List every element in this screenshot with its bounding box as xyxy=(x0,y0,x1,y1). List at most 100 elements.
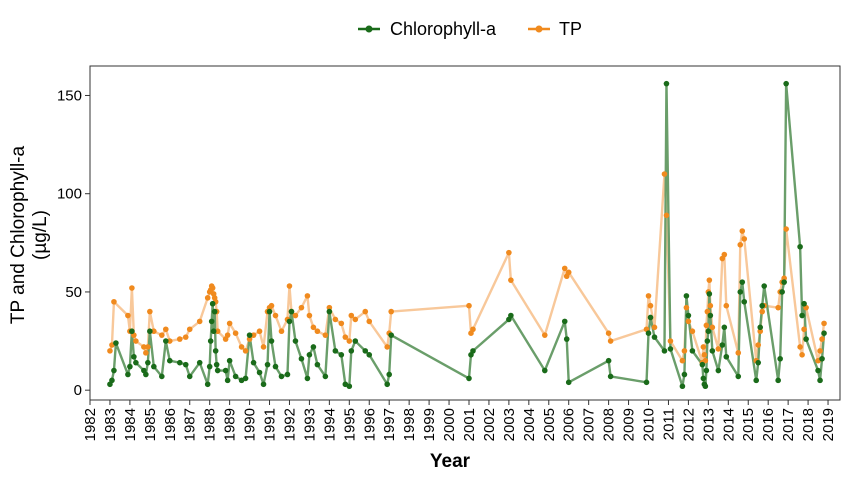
data-point-tp xyxy=(647,302,654,309)
data-point-tp xyxy=(342,334,349,340)
data-point-chlorophyll-a xyxy=(326,308,333,315)
data-point-tp xyxy=(781,275,787,281)
data-point-tp xyxy=(685,318,692,325)
data-point-chlorophyll-a xyxy=(129,328,135,335)
data-point-chlorophyll-a xyxy=(739,279,746,285)
data-point-chlorophyll-a xyxy=(703,367,710,374)
data-point-tp xyxy=(250,332,257,338)
x-tick-label: 2012 xyxy=(680,408,697,441)
x-tick-label: 2000 xyxy=(441,408,458,441)
data-point-tp xyxy=(352,316,359,323)
data-point-tp xyxy=(310,324,317,331)
data-point-chlorophyll-a xyxy=(757,324,764,331)
data-point-chlorophyll-a xyxy=(266,308,273,315)
x-tick-label: 1993 xyxy=(301,408,318,441)
data-point-chlorophyll-a xyxy=(797,243,803,250)
data-point-tp xyxy=(651,324,658,331)
y-tick-label: 50 xyxy=(65,284,82,301)
data-point-chlorophyll-a xyxy=(145,359,151,366)
data-point-tp xyxy=(681,348,688,354)
data-point-tp xyxy=(683,304,690,311)
data-point-chlorophyll-a xyxy=(208,318,215,325)
data-point-chlorophyll-a xyxy=(322,373,329,380)
data-point-tp xyxy=(466,302,472,309)
data-point-tp xyxy=(314,328,321,335)
data-point-chlorophyll-a xyxy=(348,348,355,354)
data-point-tp xyxy=(755,342,762,348)
data-point-tp xyxy=(196,318,203,325)
data-point-chlorophyll-a xyxy=(707,312,714,319)
data-point-tp xyxy=(292,312,299,319)
x-tick-label: 2007 xyxy=(581,408,598,441)
data-point-chlorophyll-a xyxy=(561,318,568,325)
data-point-tp xyxy=(715,346,722,352)
data-point-chlorophyll-a xyxy=(607,373,614,380)
data-point-tp xyxy=(565,269,572,276)
data-point-chlorophyll-a xyxy=(779,289,785,295)
data-point-tp xyxy=(322,332,329,338)
data-point-tp xyxy=(348,312,355,319)
data-point-chlorophyll-a xyxy=(224,377,231,384)
data-point-tp xyxy=(661,171,668,177)
data-point-tp xyxy=(508,277,514,283)
data-point-tp xyxy=(232,330,239,337)
data-point-tp xyxy=(706,277,713,283)
data-point-chlorophyll-a xyxy=(702,383,709,390)
data-point-chlorophyll-a xyxy=(719,342,726,348)
data-point-chlorophyll-a xyxy=(683,293,690,299)
x-tick-label: 2014 xyxy=(720,408,737,441)
data-point-chlorophyll-a xyxy=(151,363,157,370)
data-point-tp xyxy=(272,312,279,319)
data-point-tp xyxy=(151,328,157,335)
data-point-chlorophyll-a xyxy=(272,363,279,370)
data-point-tp xyxy=(159,332,165,338)
data-point-tp xyxy=(143,350,149,356)
series-layer xyxy=(107,80,827,390)
x-tick-label: 1996 xyxy=(361,408,378,441)
x-tick-label: 2002 xyxy=(481,408,498,441)
y-tick-label: 0 xyxy=(74,382,82,399)
data-point-chlorophyll-a xyxy=(753,377,760,384)
data-point-tp xyxy=(775,304,781,311)
data-point-tp xyxy=(741,236,748,242)
data-point-tp xyxy=(663,212,670,219)
x-tick-label: 1992 xyxy=(281,408,298,441)
data-point-tp xyxy=(186,326,193,333)
data-point-chlorophyll-a xyxy=(565,379,572,386)
data-point-tp xyxy=(821,320,827,327)
x-tick-label: 2016 xyxy=(760,408,777,441)
data-point-chlorophyll-a xyxy=(699,361,706,368)
data-point-tp xyxy=(209,285,216,291)
data-point-tp xyxy=(388,308,394,315)
data-point-tp xyxy=(704,308,711,315)
x-tick-label: 1988 xyxy=(202,408,219,441)
data-point-tp xyxy=(605,330,612,337)
data-point-chlorophyll-a xyxy=(250,359,257,366)
x-tick-label: 1997 xyxy=(381,408,398,441)
x-tick-label: 2011 xyxy=(660,408,677,440)
data-point-chlorophyll-a xyxy=(705,328,712,335)
data-point-tp xyxy=(689,328,696,335)
data-point-tp xyxy=(286,283,293,289)
data-point-tp xyxy=(701,352,708,358)
data-point-chlorophyll-a xyxy=(777,355,783,362)
data-point-tp xyxy=(667,338,674,344)
y-axis-title-line1: TP and Chlorophyll-a xyxy=(8,146,29,325)
data-point-chlorophyll-a xyxy=(470,348,476,354)
data-point-chlorophyll-a xyxy=(366,352,373,358)
data-point-chlorophyll-a xyxy=(131,353,137,360)
data-point-tp xyxy=(125,312,131,319)
data-point-tp xyxy=(260,344,267,350)
data-point-chlorophyll-a xyxy=(278,373,285,380)
data-point-chlorophyll-a xyxy=(210,328,217,335)
data-point-tp xyxy=(326,304,333,311)
data-point-chlorophyll-a xyxy=(709,348,716,354)
data-point-chlorophyll-a xyxy=(759,302,766,309)
x-tick-label: 2004 xyxy=(521,408,538,441)
x-tick-label: 1987 xyxy=(182,408,199,441)
data-point-chlorophyll-a xyxy=(645,330,652,337)
legend-marker-tp xyxy=(535,25,543,33)
data-point-tp xyxy=(346,338,353,344)
y-axis: 0 50 100 150 xyxy=(57,87,90,399)
data-point-chlorophyll-a xyxy=(214,367,221,374)
